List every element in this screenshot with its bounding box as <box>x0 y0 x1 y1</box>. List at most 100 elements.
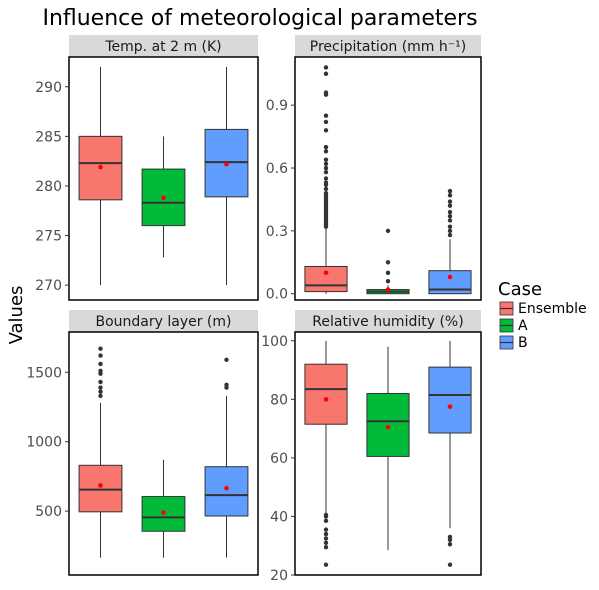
y-tick-label-3-1: 40 <box>270 509 288 525</box>
outlier-1-0-20 <box>323 176 329 181</box>
box-2-2 <box>204 357 249 558</box>
y-axis-label: Values <box>6 286 27 345</box>
box-0-0 <box>78 66 123 286</box>
outlier-2-0-2 <box>98 385 103 390</box>
y-tick-label-3-4: 100 <box>261 334 288 350</box>
outlier-1-2-4 <box>447 214 453 219</box>
mean-point-2-0 <box>98 483 103 488</box>
mean-point-1-2 <box>447 274 453 280</box>
box-body-2-0 <box>78 464 123 513</box>
outlier-1-0-25 <box>323 149 329 154</box>
outlier-1-0-29 <box>323 113 329 118</box>
outlier-1-2-9 <box>447 188 453 194</box>
panel-frame-1 <box>294 56 482 301</box>
outlier-1-1-3 <box>385 228 391 234</box>
legend: Case Ensemble A B <box>498 279 587 351</box>
outlier-2-0-7 <box>98 353 103 358</box>
outlier-1-0-32 <box>323 71 329 76</box>
outlier-2-0-5 <box>98 368 103 374</box>
legend-title: Case <box>498 279 542 300</box>
outlier-2-0-1 <box>98 389 103 394</box>
legend-item-a: A <box>499 318 528 334</box>
outlier-2-0-8 <box>98 346 103 351</box>
box-body-2-2 <box>204 466 249 517</box>
outlier-3-0-5 <box>323 527 329 532</box>
panel-strip-2 <box>69 310 258 332</box>
panel-frame-3 <box>294 331 482 576</box>
outlier-1-2-8 <box>447 193 453 198</box>
mean-point-3-1 <box>385 424 391 430</box>
legend-item-ensemble: Ensemble <box>499 301 587 317</box>
panel-title-3: Relative humidity (%) <box>312 314 463 330</box>
outlier-1-2-3 <box>447 218 453 223</box>
mean-point-0-2 <box>224 161 229 167</box>
outlier-2-2-2 <box>224 357 229 362</box>
panel-title-1: Precipitation (mm h⁻¹) <box>310 39 466 55</box>
outlier-2-0-6 <box>98 361 103 367</box>
outlier-1-0-23 <box>323 161 329 167</box>
box-3-2 <box>428 340 472 567</box>
y-tick-label-1-3: 0.9 <box>266 98 288 114</box>
outlier-1-2-7 <box>447 199 453 204</box>
y-tick-label-2-2: 1500 <box>26 365 62 381</box>
outlier-3-0-2 <box>323 540 329 545</box>
legend-label-a: A <box>518 318 528 334</box>
y-tick-label-1-2: 0.6 <box>266 161 288 177</box>
legend-label-ensemble: Ensemble <box>518 301 587 317</box>
outlier-3-0-6 <box>323 518 329 524</box>
outlier-3-0-1 <box>323 544 329 550</box>
box-1-0 <box>304 65 348 294</box>
outlier-1-0-26 <box>323 144 329 150</box>
outlier-3-0-3 <box>323 536 329 541</box>
y-tick-label-1-0: 0.0 <box>266 287 288 303</box>
y-tick-label-0-1: 275 <box>35 229 62 245</box>
legend-item-b: B <box>499 335 528 351</box>
outlier-3-2-3 <box>447 534 453 540</box>
outlier-1-2-5 <box>447 209 453 215</box>
y-tick-label-2-0: 500 <box>35 504 62 520</box>
box-1-2 <box>428 188 472 295</box>
box-3-1 <box>366 346 410 551</box>
y-tick-label-3-3: 80 <box>270 392 288 408</box>
outlier-1-2-2 <box>447 224 453 229</box>
mean-point-2-2 <box>224 485 229 491</box>
outlier-1-0-33 <box>323 65 329 70</box>
outlier-1-1-1 <box>385 270 391 275</box>
mean-point-1-0 <box>323 270 329 276</box>
outlier-3-0-0 <box>323 562 329 567</box>
panel-title-0: Temp. at 2 m (K) <box>104 39 221 55</box>
panel-frame-2 <box>68 331 259 576</box>
outlier-3-2-1 <box>447 542 453 547</box>
mean-point-0-1 <box>161 195 166 201</box>
mean-point-3-2 <box>447 404 453 409</box>
box-body-1-0 <box>304 265 348 293</box>
y-tick-label-0-3: 285 <box>35 129 62 145</box>
box-body-1-2 <box>428 270 472 295</box>
y-tick-label-1-1: 0.3 <box>266 224 288 240</box>
panel-strip-1 <box>295 35 481 57</box>
panel-0: Temp. at 2 m (K) 270 275 280 285 290 <box>35 35 259 301</box>
box-body-3-0 <box>304 363 348 425</box>
mean-point-2-1 <box>161 510 166 515</box>
panel-2: Boundary layer (m) 500 1000 1500 <box>26 310 259 576</box>
outlier-1-2-0 <box>447 232 453 238</box>
box-2-0 <box>78 346 123 558</box>
box-3-0 <box>304 340 348 567</box>
mean-point-1-1 <box>385 287 391 292</box>
mean-point-0-0 <box>98 164 103 170</box>
box-0-2 <box>204 66 249 286</box>
outlier-3-0-8 <box>323 512 329 518</box>
box-2-1 <box>141 459 186 558</box>
outlier-1-0-24 <box>323 157 329 162</box>
outlier-1-0-27 <box>323 128 329 133</box>
panel-title-2: Boundary layer (m) <box>95 314 231 330</box>
chart-title: Influence of meteorological parameters <box>42 6 477 31</box>
box-body-3-2 <box>428 366 472 434</box>
outlier-1-2-1 <box>447 228 453 234</box>
y-tick-label-0-4: 290 <box>35 80 62 96</box>
panel-frame-0 <box>68 56 259 301</box>
outlier-1-1-2 <box>385 260 391 265</box>
outlier-1-0-28 <box>323 119 329 125</box>
